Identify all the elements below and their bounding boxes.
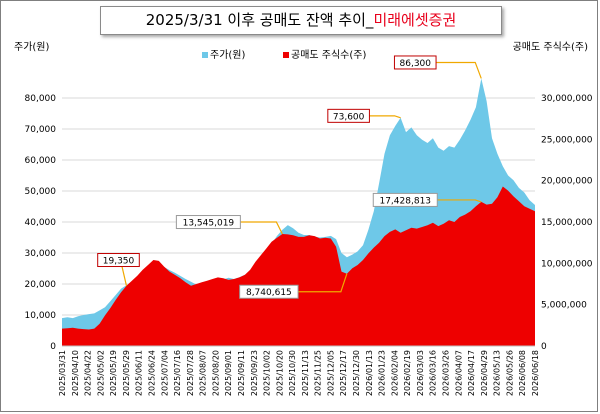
annotation-label: 19,350: [103, 257, 135, 267]
x-tick: 2025/10/20: [275, 350, 284, 396]
x-tick: 2025/11/13: [301, 350, 310, 396]
y-tick-left: 40,000: [25, 218, 57, 228]
y-tick-right: 20,000,000: [541, 177, 593, 187]
x-tick: 2025/10/30: [288, 350, 297, 396]
x-tick: 2026/01/13: [365, 350, 374, 396]
x-tick: 2026/04/29: [480, 350, 489, 396]
x-tick: 2025/10/02: [263, 350, 272, 396]
annotation-box: [327, 108, 370, 123]
y-tick-left: 80,000: [25, 94, 57, 104]
x-tick: 2025/05/02: [96, 350, 105, 396]
x-tick: 2026/03/16: [429, 350, 438, 396]
x-tick: 2025/04/22: [84, 350, 93, 396]
chart-title-highlight: 미래에셋증권: [373, 11, 457, 29]
left-axis-title: 주가(원): [14, 42, 50, 53]
y-tick-right: 15,000,000: [541, 218, 593, 228]
y-tick-left: 0: [50, 342, 56, 352]
annotation-leader: [369, 115, 401, 119]
legend-swatch-short: [283, 52, 289, 58]
x-tick: 2025/12/30: [352, 350, 361, 396]
x-tick: 2026/05/26: [505, 350, 514, 396]
y-tick-left: 60,000: [25, 156, 57, 166]
x-tick: 2025/09/11: [237, 350, 246, 396]
x-tick: 2025/12/05: [327, 350, 336, 396]
x-tick: 2026/01/23: [378, 350, 387, 396]
x-tick: 2025/07/16: [173, 350, 182, 396]
annotation-leader: [298, 273, 348, 293]
x-tick: 2025/12/17: [339, 350, 348, 396]
annotation-leader: [437, 199, 482, 203]
chart-title: 2025/3/31 이후 공매도 잔액 추이_미래에셋증권: [100, 6, 502, 35]
x-tick: 2026/04/07: [454, 350, 463, 396]
annotation-box: [97, 253, 140, 268]
y-tick-left: 50,000: [25, 187, 57, 197]
x-tick: 2026/06/08: [518, 350, 527, 396]
y-tick-right: 5,000,000: [541, 301, 587, 311]
x-tick: 2025/08/07: [199, 350, 208, 396]
annotation-box: [393, 55, 437, 70]
x-tick: 2025/06/24: [148, 350, 157, 396]
annotation-box: [239, 284, 299, 299]
y-tick-left: 70,000: [25, 125, 57, 135]
x-tick: 2025/05/29: [122, 350, 131, 396]
x-tick: 2025/07/04: [160, 350, 169, 396]
y-tick-left: 10,000: [25, 311, 57, 321]
legend-label-short: 공매도 주식수(주): [291, 49, 366, 61]
short-series-area: [62, 186, 535, 346]
annotation-label: 73,600: [333, 112, 365, 122]
x-tick: 2026/04/17: [467, 350, 476, 396]
x-tick: 2025/11/25: [314, 350, 323, 396]
y-tick-left: 30,000: [25, 249, 57, 259]
y-tick-right: 25,000,000: [541, 135, 593, 145]
annotation-box: [175, 215, 241, 230]
x-tick: 2025/09/01: [224, 350, 233, 396]
right-axis-title: 공매도 주식수(주): [512, 42, 588, 53]
x-tick: 2025/07/28: [186, 350, 195, 396]
x-tick: 2025/03/31: [58, 350, 67, 396]
annotation-label: 86,300: [400, 59, 432, 69]
y-tick-left: 20,000: [25, 280, 57, 290]
x-tick: 2026/06/18: [531, 350, 540, 396]
x-tick: 2026/03/26: [442, 350, 451, 396]
x-tick: 2025/06/11: [135, 350, 144, 396]
annotation-leader: [436, 61, 482, 79]
y-tick-right: 10,000,000: [541, 259, 593, 269]
legend-label-price: 주가(원): [210, 49, 246, 61]
legend-swatch-price: [202, 52, 208, 58]
x-tick: 2025/08/20: [211, 350, 220, 396]
chart-title-main: 2025/3/31 이후 공매도 잔액 추이_: [145, 11, 374, 29]
annotation-leader: [240, 221, 283, 235]
annotation-label: 8,740,615: [246, 288, 292, 298]
x-tick: 2025/09/23: [250, 350, 259, 396]
y-tick-right: 30,000,000: [541, 94, 593, 104]
x-tick: 2025/05/19: [109, 350, 118, 396]
x-tick: 2026/02/04: [390, 350, 399, 396]
annotation-box: [372, 192, 438, 207]
x-tick: 2025/04/10: [71, 350, 80, 396]
annotation-label: 13,545,019: [183, 219, 235, 229]
x-tick: 2026/05/13: [493, 350, 502, 396]
annotation-label: 17,428,813: [379, 196, 431, 206]
y-tick-right: 0: [541, 342, 547, 352]
x-tick: 2026/03/03: [416, 350, 425, 396]
x-tick: 2026/02/19: [403, 350, 412, 396]
